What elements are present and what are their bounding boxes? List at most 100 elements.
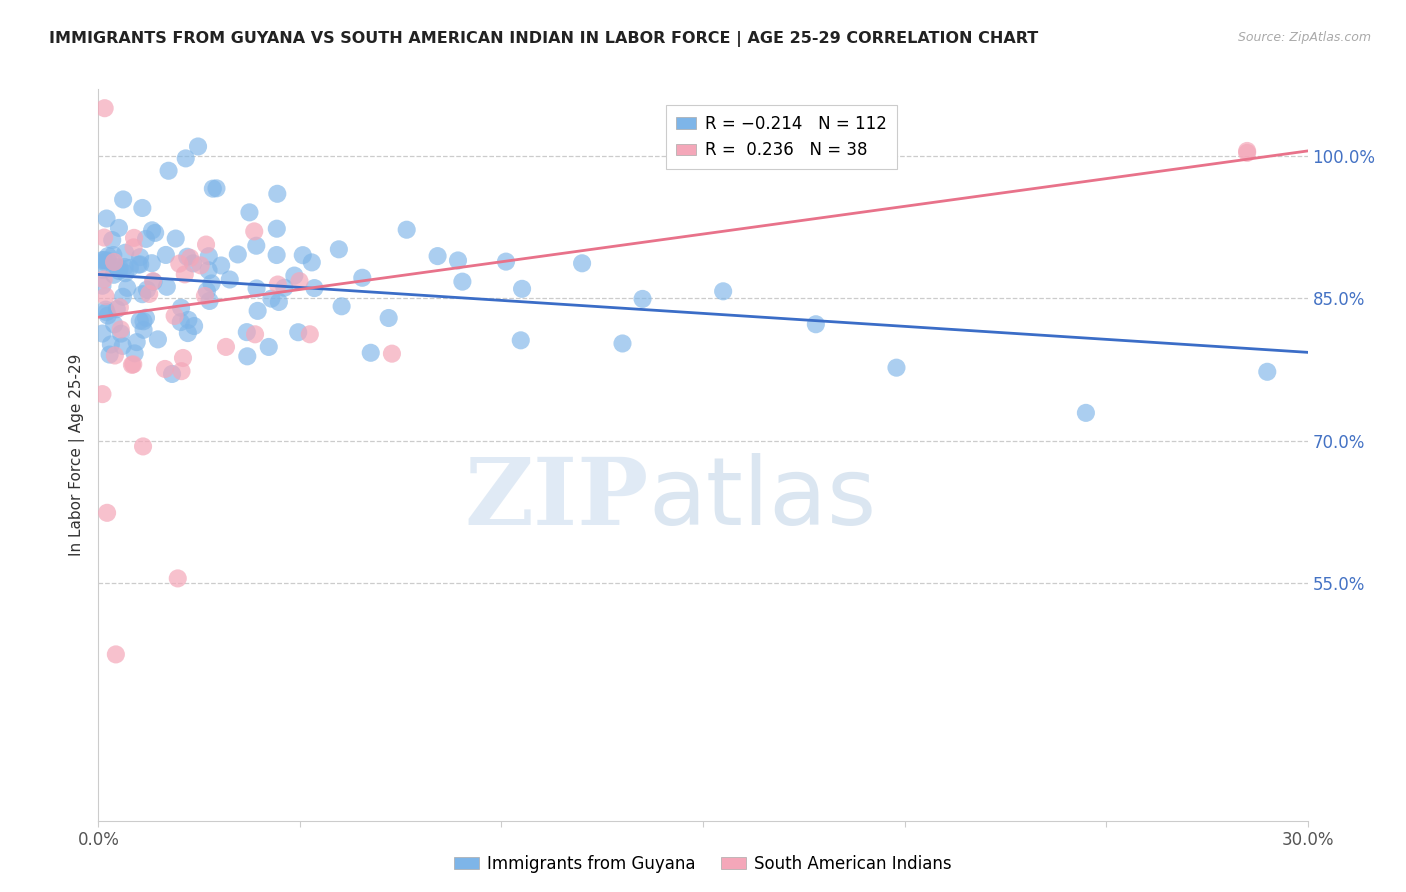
Point bbox=[114, 245, 136, 260]
Point bbox=[129, 250, 152, 264]
Point bbox=[91, 253, 114, 268]
Point bbox=[198, 249, 221, 263]
Point bbox=[395, 223, 418, 237]
Point bbox=[177, 326, 200, 340]
Point bbox=[215, 340, 238, 354]
Point bbox=[304, 281, 326, 295]
Legend: R = −0.214   N = 112, R =  0.236   N = 38: R = −0.214 N = 112, R = 0.236 N = 38 bbox=[666, 105, 897, 169]
Point bbox=[287, 325, 309, 339]
Point bbox=[108, 264, 131, 278]
Point bbox=[104, 648, 127, 662]
Point bbox=[1256, 365, 1278, 379]
Point bbox=[1236, 145, 1258, 160]
Point bbox=[194, 289, 217, 303]
Point bbox=[183, 318, 205, 333]
Point bbox=[197, 263, 219, 277]
Point bbox=[447, 253, 470, 268]
Point bbox=[110, 326, 132, 341]
Point bbox=[135, 232, 157, 246]
Point bbox=[100, 337, 122, 351]
Point bbox=[97, 249, 120, 263]
Point bbox=[176, 250, 198, 264]
Point bbox=[173, 268, 195, 282]
Point bbox=[143, 226, 166, 240]
Point bbox=[108, 221, 131, 235]
Point bbox=[91, 326, 114, 341]
Point bbox=[94, 302, 117, 317]
Point bbox=[108, 301, 131, 315]
Point bbox=[172, 351, 194, 365]
Point bbox=[166, 571, 188, 585]
Point bbox=[195, 284, 218, 298]
Point bbox=[142, 275, 165, 289]
Point bbox=[111, 290, 134, 304]
Point bbox=[205, 181, 228, 195]
Point bbox=[267, 277, 290, 292]
Point bbox=[117, 281, 139, 295]
Point bbox=[103, 248, 125, 262]
Point bbox=[451, 275, 474, 289]
Point bbox=[104, 349, 127, 363]
Point bbox=[114, 266, 136, 280]
Point bbox=[190, 258, 212, 272]
Point bbox=[1074, 406, 1097, 420]
Point bbox=[226, 247, 249, 261]
Point bbox=[266, 221, 288, 235]
Point bbox=[105, 302, 128, 317]
Point bbox=[195, 237, 218, 252]
Point bbox=[91, 262, 114, 277]
Point bbox=[236, 349, 259, 363]
Point bbox=[266, 186, 288, 201]
Point bbox=[200, 277, 222, 291]
Point bbox=[179, 251, 201, 265]
Point bbox=[138, 287, 160, 301]
Point bbox=[93, 255, 115, 269]
Point bbox=[170, 301, 193, 315]
Point bbox=[105, 260, 128, 274]
Point bbox=[103, 255, 125, 269]
Point bbox=[111, 339, 134, 353]
Point bbox=[91, 387, 114, 401]
Point bbox=[114, 260, 136, 274]
Point bbox=[156, 280, 179, 294]
Point bbox=[121, 358, 143, 372]
Point bbox=[288, 274, 311, 288]
Point bbox=[301, 255, 323, 269]
Point bbox=[330, 299, 353, 313]
Point bbox=[129, 257, 152, 271]
Point bbox=[94, 289, 117, 303]
Text: ZIP: ZIP bbox=[464, 454, 648, 544]
Point bbox=[291, 248, 314, 262]
Point bbox=[146, 332, 169, 346]
Point bbox=[257, 340, 280, 354]
Point bbox=[96, 305, 118, 319]
Point bbox=[142, 274, 165, 288]
Point bbox=[93, 252, 115, 267]
Point bbox=[96, 211, 118, 226]
Point bbox=[131, 287, 153, 301]
Point bbox=[495, 254, 517, 268]
Point bbox=[131, 201, 153, 215]
Point bbox=[125, 335, 148, 350]
Point bbox=[283, 268, 305, 283]
Point bbox=[571, 256, 593, 270]
Point bbox=[97, 253, 120, 268]
Point bbox=[377, 311, 399, 326]
Point bbox=[141, 256, 163, 270]
Point bbox=[136, 283, 159, 297]
Point bbox=[127, 258, 149, 272]
Point bbox=[187, 139, 209, 153]
Point bbox=[96, 506, 118, 520]
Point bbox=[93, 272, 115, 286]
Text: atlas: atlas bbox=[648, 453, 877, 545]
Point bbox=[1236, 144, 1258, 158]
Point bbox=[245, 281, 267, 295]
Point bbox=[169, 257, 191, 271]
Y-axis label: In Labor Force | Age 25-29: In Labor Force | Age 25-29 bbox=[69, 354, 84, 556]
Point bbox=[177, 313, 200, 327]
Point bbox=[122, 231, 145, 245]
Point bbox=[174, 152, 197, 166]
Point bbox=[260, 292, 283, 306]
Point bbox=[122, 357, 145, 371]
Point bbox=[711, 285, 734, 299]
